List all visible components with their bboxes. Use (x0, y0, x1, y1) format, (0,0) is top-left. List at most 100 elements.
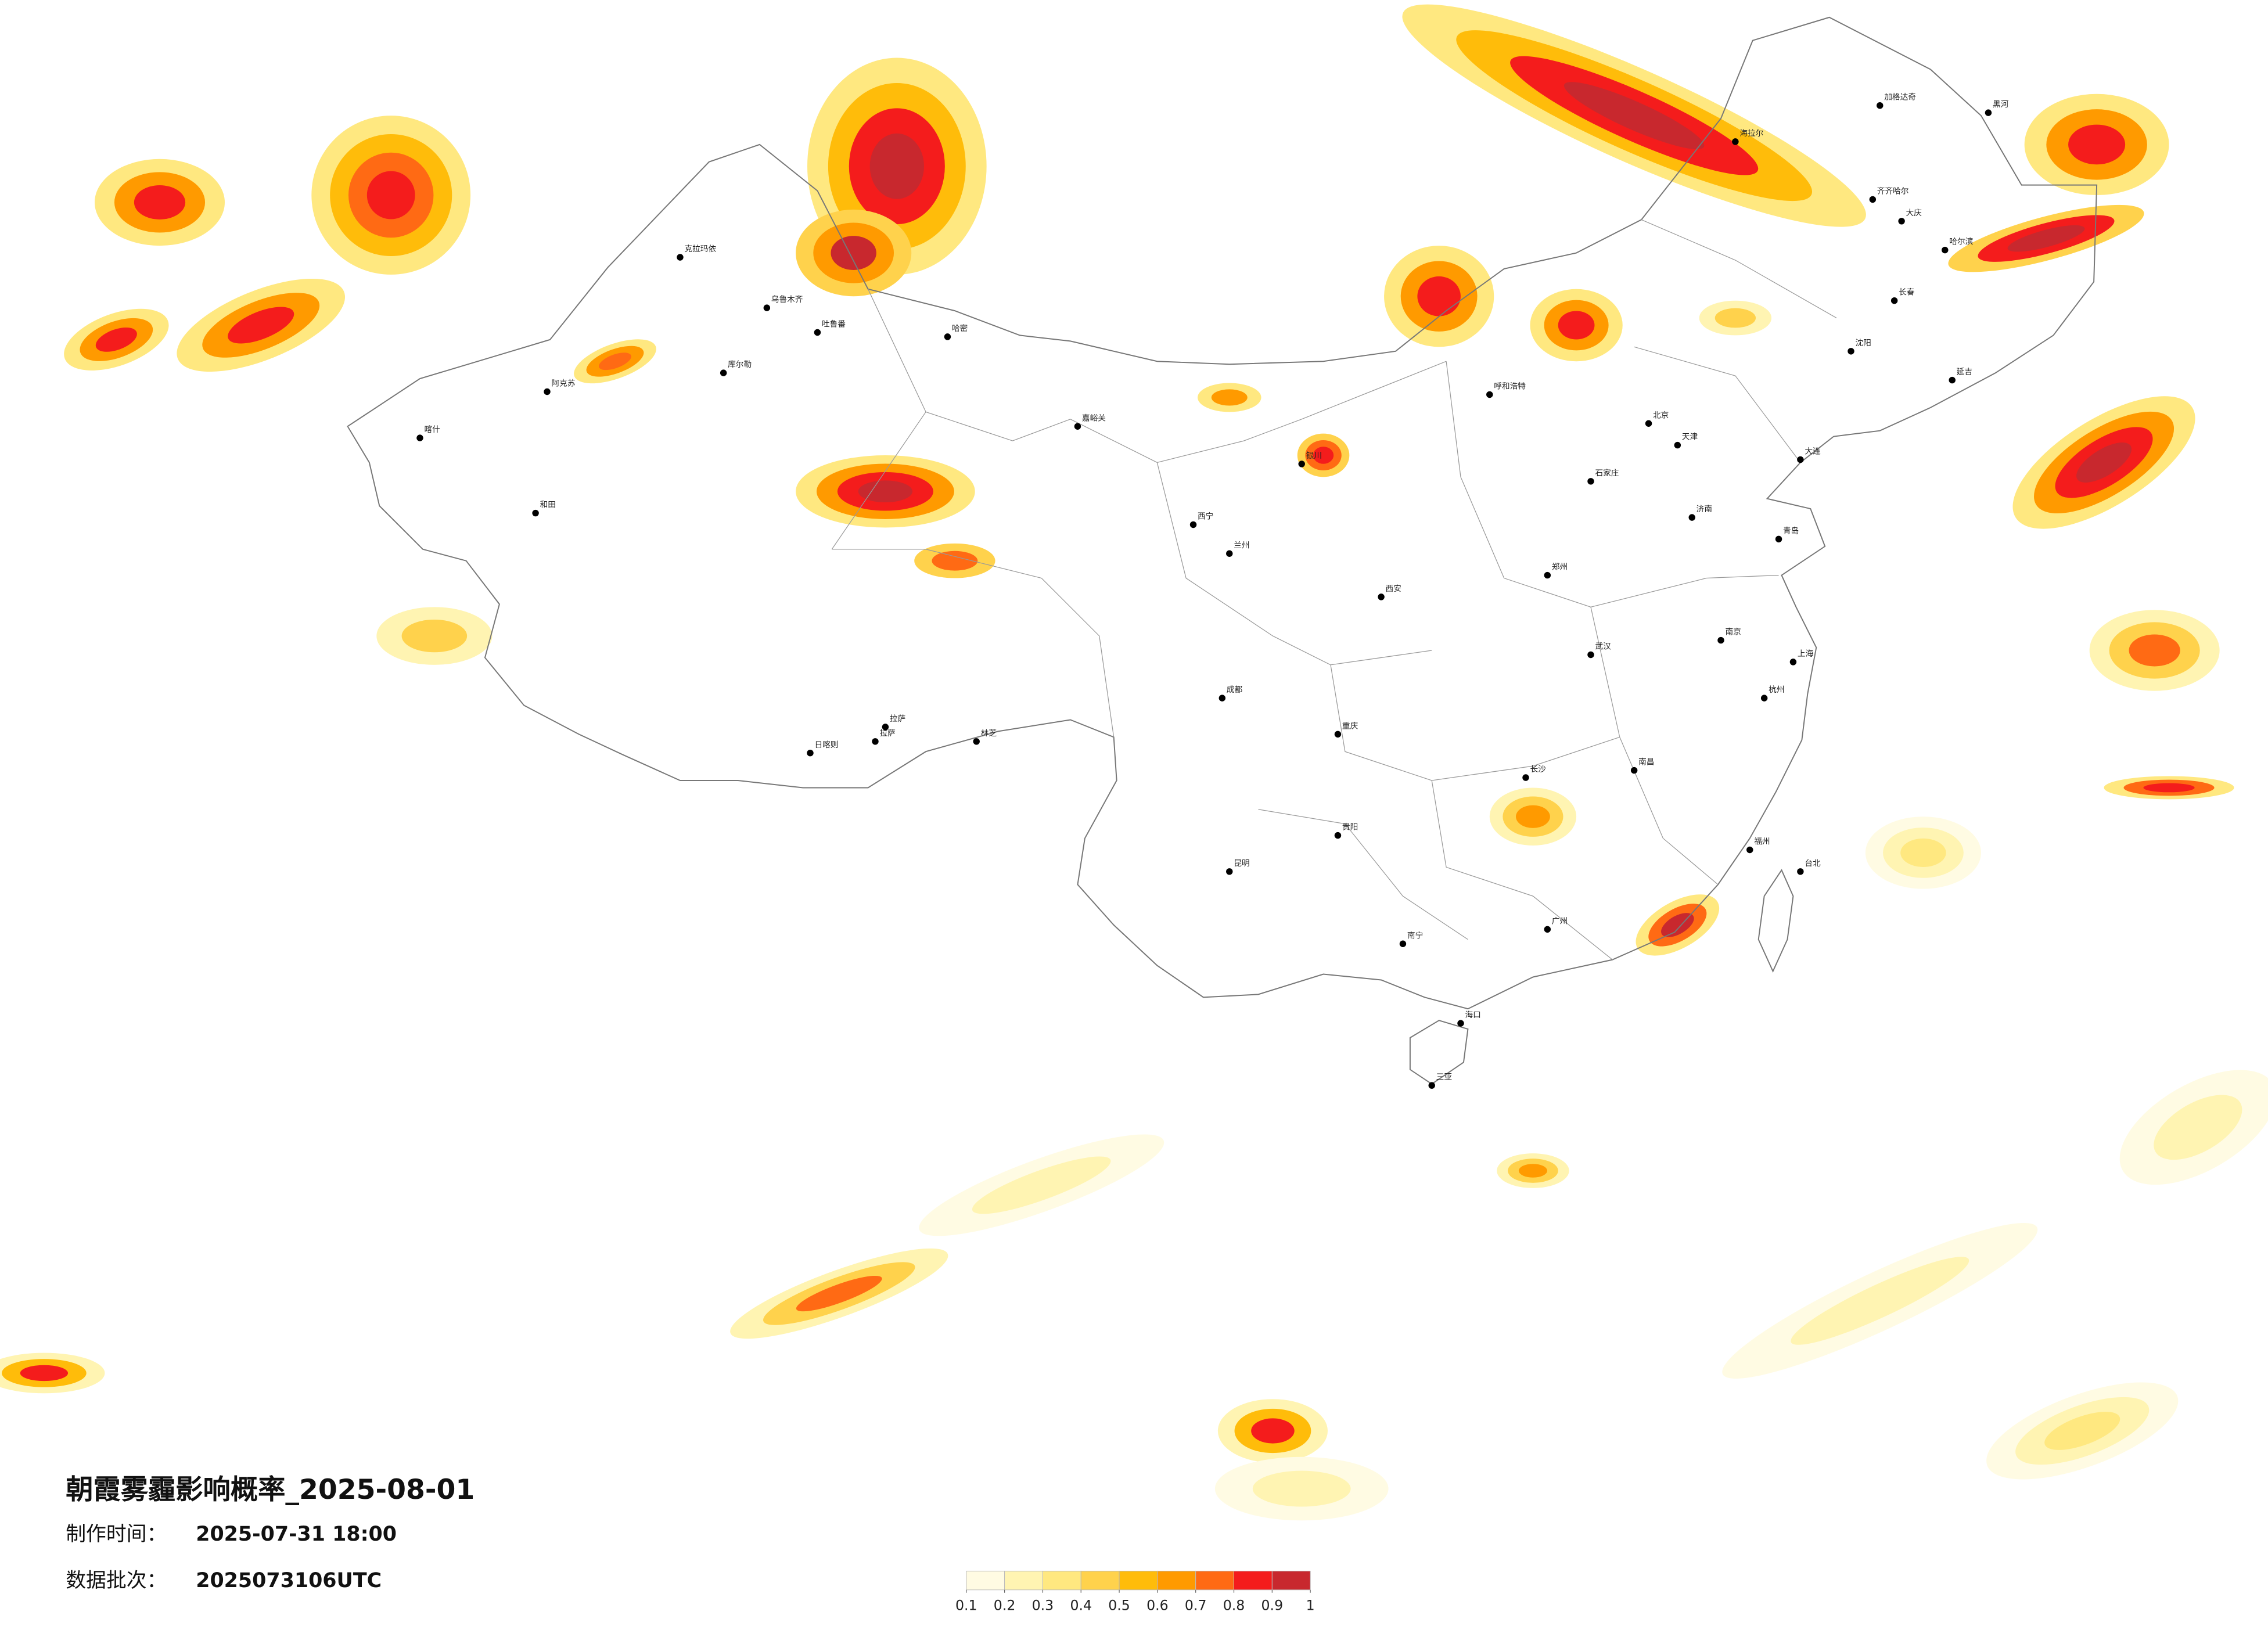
city-dot (1674, 441, 1681, 449)
data-batch-label: 数据批次： (66, 1569, 167, 1592)
city-label: 黑河 (1993, 100, 2009, 109)
city-label: 南宁 (1407, 930, 1423, 940)
city-label: 贵阳 (1342, 823, 1358, 832)
probability-patch (1791, 1257, 1969, 1345)
city-label: 三亚 (1436, 1073, 1453, 1082)
legend-swatch (966, 1570, 1005, 1591)
legend-swatch (1234, 1570, 1273, 1591)
legend-swatch (1157, 1570, 1196, 1591)
city-label: 和田 (540, 501, 556, 510)
city-dot (814, 329, 821, 336)
city-dot (1789, 659, 1797, 665)
city-dot (1942, 246, 1949, 254)
probability-patch (1417, 276, 1461, 316)
city-label: 库尔勒 (728, 360, 752, 369)
city-label: 银川 (1306, 451, 1322, 461)
boundaries (347, 16, 2098, 1085)
country-outline (347, 16, 2098, 1010)
city-dot (1522, 774, 1529, 781)
city-dot (544, 388, 551, 395)
probability-patch (20, 1365, 69, 1382)
city-label: 嘉峪关 (1082, 413, 1106, 423)
legend-swatch (1004, 1570, 1043, 1591)
city-label: 兰州 (1234, 541, 1249, 550)
legend-swatch (1271, 1570, 1311, 1591)
city-label: 重庆 (1342, 721, 1358, 731)
legend-tick-label: 0.3 (1032, 1598, 1054, 1614)
probability-patch (1715, 308, 1756, 328)
city-label: 延吉 (1957, 368, 1972, 377)
probability-patch (932, 551, 978, 571)
city-dot (1219, 695, 1226, 702)
city-label: 沈阳 (1855, 339, 1871, 348)
probability-field (0, 4, 2268, 1521)
city-label: 哈密 (952, 323, 968, 333)
city-dot (1877, 102, 1884, 109)
city-dot (1298, 461, 1305, 467)
city-dot (1775, 535, 1782, 543)
city-label: 齐齐哈尔 (1877, 187, 1909, 196)
city-label: 乌鲁木齐 (771, 295, 803, 304)
city-label: 杭州 (1769, 685, 1784, 695)
city-dot (1334, 832, 1342, 839)
city-label: 林芝 (981, 729, 997, 738)
probability-patch (2076, 442, 2132, 483)
probability-patch (858, 480, 913, 503)
city-label: 青岛 (1783, 526, 1799, 535)
city-label: 北京 (1653, 411, 1669, 420)
city-label: 台北 (1805, 859, 1821, 868)
city-label: 广州 (1552, 916, 1568, 926)
probability-patch (228, 307, 294, 344)
city-dot (1760, 695, 1768, 702)
legend-tick-label: 0.2 (994, 1598, 1016, 1614)
probability-patch (2007, 225, 2085, 252)
legend-swatch (1119, 1570, 1158, 1591)
city-label: 日喀则 (814, 740, 838, 750)
legend-tick-label: 0.6 (1146, 1598, 1169, 1614)
city-label: 拉萨 (890, 714, 905, 724)
probability-patch (2044, 1412, 2120, 1450)
legend-tick-label: 0.8 (1223, 1598, 1245, 1614)
city-dot (1334, 731, 1342, 738)
city-dot (882, 724, 889, 731)
city-dot (677, 254, 684, 261)
probability-patch (1661, 913, 1694, 937)
city-dot (1544, 571, 1551, 579)
taiwan (1757, 869, 1794, 973)
city-dot (973, 738, 980, 745)
city-dot (1378, 593, 1385, 600)
probability-patch (796, 1275, 882, 1312)
city-label: 海口 (1465, 1010, 1480, 1020)
legend: 0.1 0.2 0.3 0.4 0.5 0.6 0.7 0.8 0.9 1 (955, 1570, 1315, 1614)
city-dot (1688, 514, 1695, 521)
probability-patch (1211, 389, 1248, 406)
probability-patch (1518, 1164, 1547, 1178)
legend-swatch (1195, 1570, 1235, 1591)
map-title: 朝霞雾霾影响概率_2025-08-01 (66, 1474, 475, 1506)
probability-patch (2129, 634, 2180, 667)
probability-patch (95, 327, 137, 352)
city-dot (1645, 420, 1652, 427)
city-label: 长春 (1899, 288, 1915, 297)
city-dot (416, 434, 423, 441)
city-dot (1717, 636, 1724, 644)
city-dot (1797, 456, 1804, 463)
city-dot (1587, 478, 1594, 485)
city-dot (1544, 926, 1551, 933)
city-dot (1797, 868, 1804, 875)
probability-patch (1251, 1418, 1295, 1444)
city-label: 西宁 (1198, 512, 1213, 521)
probability-patch (2154, 1095, 2242, 1160)
probability-patch (134, 185, 186, 220)
city-label: 哈尔滨 (1949, 238, 1973, 247)
city-label: 昆明 (1234, 859, 1249, 868)
city-dot (807, 749, 814, 757)
city-label: 阿克苏 (551, 379, 575, 388)
city-label: 大连 (1805, 447, 1821, 456)
probability-patch (1313, 447, 1334, 464)
city-label: 呼和浩特 (1494, 382, 1526, 391)
legend-tick-label: 0.7 (1185, 1598, 1207, 1614)
city-dot (1949, 376, 1956, 384)
